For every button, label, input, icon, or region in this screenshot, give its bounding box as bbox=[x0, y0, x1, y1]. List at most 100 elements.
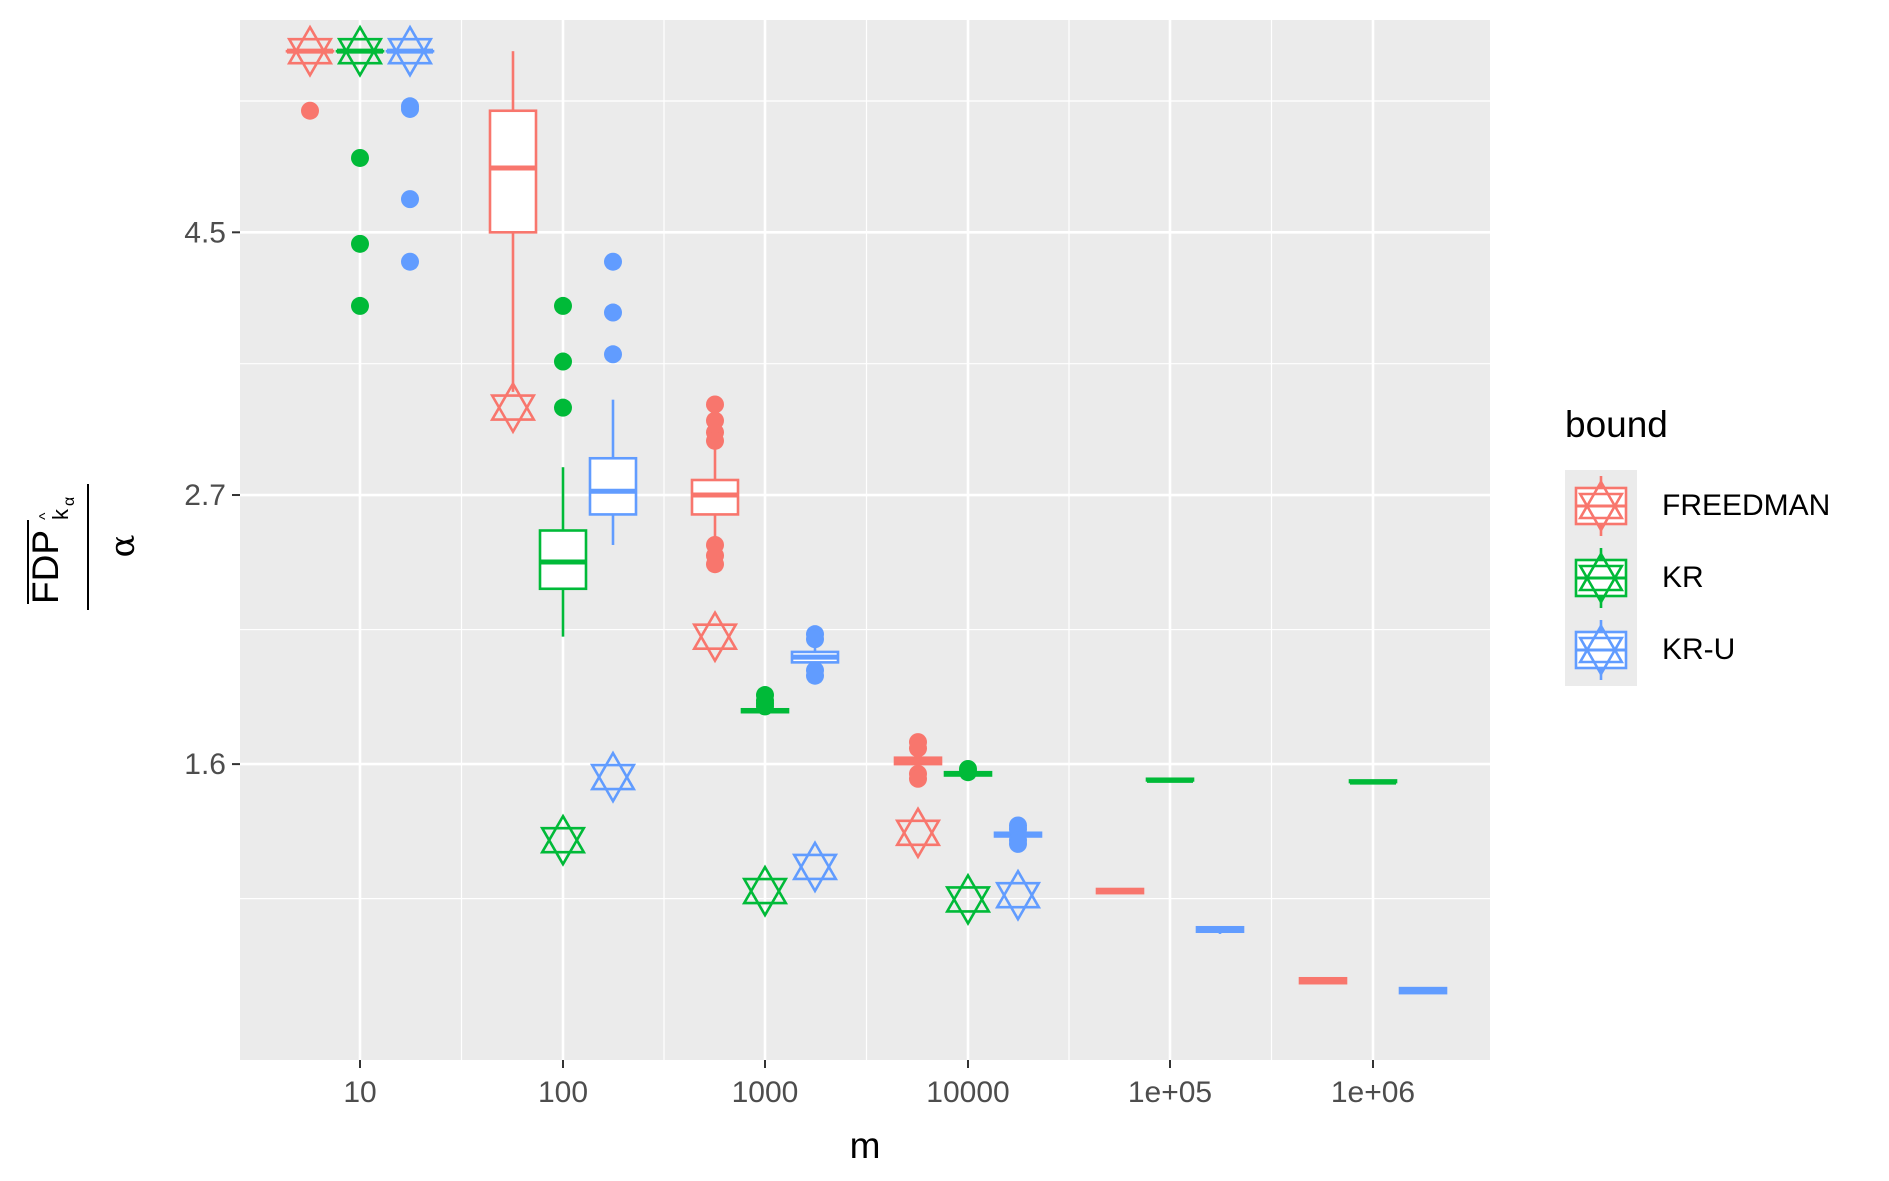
y-axis-title-subscript: k bbox=[48, 508, 73, 520]
box-group bbox=[1298, 976, 1348, 985]
minor-gridlines bbox=[240, 20, 1490, 1060]
box-group bbox=[488, 51, 538, 435]
outlier-point bbox=[301, 101, 319, 120]
outlier-point bbox=[806, 630, 824, 649]
star-triangle-up bbox=[386, 24, 434, 65]
outlier-point bbox=[756, 697, 774, 716]
outlier-point bbox=[909, 769, 927, 788]
star-triangle-down bbox=[791, 853, 839, 894]
star-triangle-down bbox=[539, 826, 587, 867]
outlier-point bbox=[554, 352, 572, 371]
outlier-point bbox=[706, 395, 724, 414]
data-marks bbox=[285, 24, 1448, 995]
star-triangle-down bbox=[386, 37, 434, 78]
box-group bbox=[1348, 779, 1398, 785]
box-group bbox=[588, 252, 638, 804]
x-axis-ticks: 10 100 1000 10000 1e+05 1e+06 bbox=[343, 1060, 1415, 1109]
star-triangle-up bbox=[489, 381, 537, 421]
star-triangle-up bbox=[944, 872, 992, 913]
star-triangle-up bbox=[286, 24, 334, 65]
star-triangle-up bbox=[741, 864, 789, 905]
outlier-point bbox=[706, 431, 724, 450]
star-triangle-up bbox=[691, 610, 739, 651]
box-group bbox=[993, 816, 1043, 922]
star-triangle-down bbox=[894, 819, 942, 860]
legend-key-kr-u bbox=[1574, 620, 1628, 680]
x-tick-label: 1e+05 bbox=[1128, 1076, 1212, 1109]
y-axis-title-subscript-alpha: α bbox=[61, 497, 78, 506]
x-axis-title: m bbox=[850, 1125, 881, 1166]
box-group bbox=[790, 625, 840, 894]
y-axis-title-denominator: α bbox=[103, 534, 143, 557]
outlier-point bbox=[351, 148, 369, 167]
outlier-point bbox=[909, 739, 927, 758]
star-triangle-down bbox=[1577, 636, 1625, 677]
outlier-point bbox=[604, 303, 622, 322]
x-tick-label: 100 bbox=[538, 1076, 588, 1109]
legend-keys bbox=[1574, 476, 1628, 680]
star-triangle-down bbox=[489, 394, 537, 435]
box-group bbox=[1145, 777, 1195, 783]
star-triangle-down bbox=[691, 623, 739, 664]
series-freedman bbox=[285, 24, 1348, 985]
x-tick-label: 1000 bbox=[732, 1076, 799, 1109]
box-group bbox=[1095, 887, 1145, 895]
outlier-point bbox=[554, 398, 572, 417]
box-group bbox=[740, 686, 790, 918]
box-group bbox=[943, 759, 993, 926]
series-kr-u bbox=[385, 24, 1448, 995]
box-group bbox=[285, 24, 335, 120]
y-axis-ticks: 1.6 2.7 4.5 bbox=[184, 216, 240, 781]
outlier-point bbox=[401, 190, 419, 209]
star-triangle-down bbox=[944, 886, 992, 926]
box-group bbox=[335, 24, 385, 315]
star-triangle-down bbox=[589, 763, 637, 804]
plot-panel bbox=[240, 20, 1490, 1060]
legend-key-kr bbox=[1574, 548, 1628, 608]
star-triangle-up bbox=[1577, 479, 1625, 520]
box-iqr bbox=[488, 109, 538, 234]
series-kr bbox=[335, 24, 1398, 926]
legend-label-kr-u: KR-U bbox=[1662, 633, 1735, 666]
y-axis-title-hat: ^ bbox=[37, 512, 54, 520]
y-tick-label: 4.5 bbox=[184, 216, 226, 249]
star-triangle-up bbox=[994, 868, 1042, 909]
star-triangle-down bbox=[994, 881, 1042, 922]
y-axis-title-fdp: FDP bbox=[25, 530, 66, 604]
star-triangle-down bbox=[1577, 492, 1625, 533]
outlier-point bbox=[806, 666, 824, 685]
x-tick-label: 10000 bbox=[926, 1076, 1009, 1109]
outlier-point bbox=[351, 234, 369, 253]
legend-label-kr: KR bbox=[1662, 561, 1704, 594]
box-group bbox=[690, 395, 740, 664]
box-group bbox=[538, 296, 588, 867]
legend: bound FREEDMAN KR KR-U bbox=[1565, 404, 1830, 686]
outlier-point bbox=[351, 296, 369, 315]
star-triangle-up bbox=[791, 840, 839, 881]
box-iqr bbox=[588, 456, 638, 516]
legend-label-freedman: FREEDMAN bbox=[1662, 489, 1830, 522]
star-triangle-down bbox=[286, 37, 334, 78]
star-triangle-down bbox=[336, 37, 384, 78]
y-axis-title: FDP k ^ α α bbox=[25, 484, 143, 610]
x-tick-label: 10 bbox=[343, 1076, 376, 1109]
outlier-point bbox=[554, 296, 572, 315]
box-group bbox=[893, 733, 943, 860]
star-triangle-up bbox=[1577, 551, 1625, 592]
outlier-point bbox=[604, 345, 622, 364]
y-tick-label: 1.6 bbox=[184, 748, 226, 781]
x-tick-label: 1e+06 bbox=[1331, 1076, 1415, 1109]
outlier-point bbox=[401, 252, 419, 271]
star-triangle-down bbox=[741, 877, 789, 918]
star-triangle-up bbox=[539, 813, 587, 854]
box-group bbox=[1195, 925, 1245, 934]
star-triangle-up bbox=[336, 24, 384, 65]
box-group bbox=[1398, 986, 1448, 995]
outlier-point bbox=[604, 252, 622, 271]
y-tick-label: 2.7 bbox=[184, 479, 226, 512]
outlier-point bbox=[959, 763, 977, 782]
box-group bbox=[385, 24, 435, 271]
outlier-point bbox=[1009, 834, 1027, 853]
star-triangle-up bbox=[1577, 623, 1625, 664]
